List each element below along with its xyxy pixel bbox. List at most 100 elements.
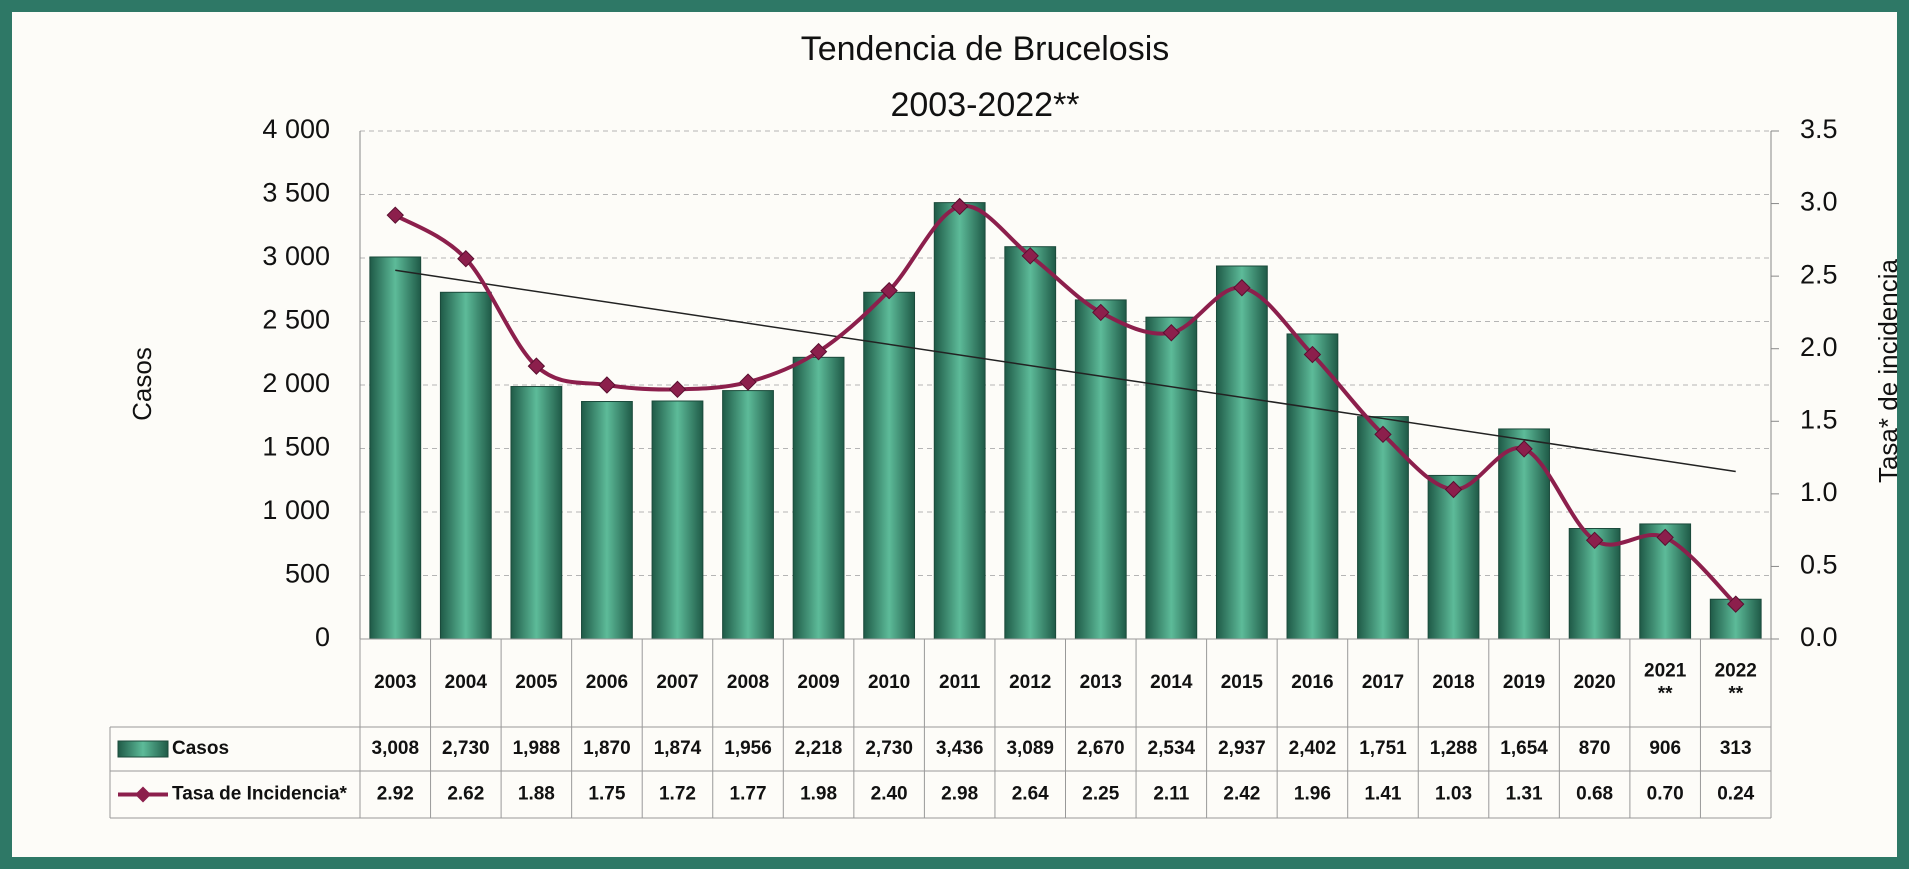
y-axis-title: Casos xyxy=(127,347,157,421)
x-tick-label: 2020 xyxy=(1573,672,1615,693)
x-tick-label: 2011 xyxy=(939,672,981,693)
y2-tick-label: 0.0 xyxy=(1800,622,1838,652)
x-tick-label: 2003 xyxy=(374,672,416,693)
data-label: 1.75 xyxy=(588,784,625,805)
marker xyxy=(669,381,685,397)
data-label: 2.25 xyxy=(1082,784,1119,805)
bar xyxy=(370,257,421,639)
bar xyxy=(793,357,844,639)
bar xyxy=(723,391,774,639)
data-label: 2.98 xyxy=(941,784,978,805)
bar xyxy=(1428,475,1479,639)
data-label: 2.40 xyxy=(871,784,908,805)
y2-axis-title: Tasa* de incidencia xyxy=(1873,258,1903,483)
data-label: 3,089 xyxy=(1006,738,1054,759)
x-tick-label: 2005 xyxy=(515,672,558,693)
data-label: 0.24 xyxy=(1717,784,1754,805)
bar xyxy=(1075,300,1126,639)
x-tick-label: 2013 xyxy=(1080,672,1122,693)
bar xyxy=(1287,334,1338,639)
y2-tick-label: 2.0 xyxy=(1800,332,1838,362)
data-label: 870 xyxy=(1579,738,1611,759)
y-tick-label: 2 500 xyxy=(262,305,330,335)
data-label: 2,730 xyxy=(865,738,913,759)
data-label: 1.88 xyxy=(518,784,555,805)
data-label: 0.70 xyxy=(1647,784,1684,805)
data-label: 1.98 xyxy=(800,784,837,805)
bar xyxy=(1499,429,1550,639)
x-tick-label: 2021** xyxy=(1644,661,1687,705)
data-label: 1,874 xyxy=(654,738,702,759)
data-label: 1,988 xyxy=(513,738,561,759)
chart-subtitle: 2003-2022** xyxy=(890,86,1079,124)
data-label: 2,534 xyxy=(1148,738,1196,759)
x-tick-label: 2017 xyxy=(1362,672,1404,693)
data-label: 2.92 xyxy=(377,784,414,805)
y2-tick-label: 2.5 xyxy=(1800,259,1838,289)
bar xyxy=(511,387,562,639)
y-tick-label: 500 xyxy=(285,559,330,589)
data-label: 2.64 xyxy=(1012,784,1049,805)
x-tick-label: 2007 xyxy=(656,672,698,693)
data-label: 3,008 xyxy=(372,738,420,759)
x-tick-label: 2004 xyxy=(445,672,488,693)
data-label: 0.68 xyxy=(1576,784,1613,805)
data-label: 1,654 xyxy=(1500,738,1548,759)
data-label: 1.72 xyxy=(659,784,696,805)
data-label: 2,730 xyxy=(442,738,490,759)
x-tick-label: 2014 xyxy=(1150,672,1193,693)
y2-tick-label: 1.0 xyxy=(1800,477,1838,507)
x-tick-label: 2015 xyxy=(1221,672,1264,693)
data-label: 3,436 xyxy=(936,738,984,759)
y-tick-label: 1 500 xyxy=(262,432,330,462)
data-label: 2,670 xyxy=(1077,738,1125,759)
chart: Tendencia de Brucelosis 2003-2022** Caso… xyxy=(0,0,1909,869)
marker xyxy=(740,374,756,390)
data-label: 1.77 xyxy=(730,784,767,805)
y-tick-label: 0 xyxy=(315,622,330,652)
y-tick-label: 3 000 xyxy=(262,241,330,271)
y2-tick-label: 0.5 xyxy=(1800,550,1838,580)
data-label: 1,751 xyxy=(1359,738,1407,759)
y-tick-label: 1 000 xyxy=(262,495,330,525)
y2-tick-label: 1.5 xyxy=(1800,404,1838,434)
y2-tick-label: 3.5 xyxy=(1800,114,1838,144)
x-tick-label: 2022** xyxy=(1715,661,1757,705)
x-tick-label: 2018 xyxy=(1432,672,1474,693)
data-label: 1,288 xyxy=(1430,738,1478,759)
marker xyxy=(599,377,615,393)
x-tick-label: 2008 xyxy=(727,672,769,693)
data-label: 1,870 xyxy=(583,738,631,759)
legend-label: Tasa de Incidencia* xyxy=(172,784,348,805)
marker xyxy=(387,207,403,223)
x-tick-label: 2009 xyxy=(797,672,839,693)
bar xyxy=(652,401,703,639)
data-label: 2,218 xyxy=(795,738,843,759)
y-tick-label: 4 000 xyxy=(262,114,330,144)
legend-marker xyxy=(135,787,151,803)
bar xyxy=(1146,317,1197,639)
x-tick-label: 2019 xyxy=(1503,672,1545,693)
data-label: 2.62 xyxy=(447,784,484,805)
chart-title: Tendencia de Brucelosis xyxy=(801,30,1170,68)
x-tick-label: 2006 xyxy=(586,672,628,693)
data-label: 2.42 xyxy=(1223,784,1260,805)
data-label: 1.96 xyxy=(1294,784,1331,805)
data-label: 1.31 xyxy=(1506,784,1543,805)
x-tick-label: 2010 xyxy=(868,672,910,693)
data-label: 2,402 xyxy=(1289,738,1337,759)
data-label: 1.03 xyxy=(1435,784,1472,805)
data-label: 313 xyxy=(1720,738,1752,759)
data-label: 2,937 xyxy=(1218,738,1266,759)
x-tick-label: 2012 xyxy=(1009,672,1051,693)
y2-tick-label: 3.0 xyxy=(1800,187,1838,217)
y-tick-label: 3 500 xyxy=(262,178,330,208)
bar xyxy=(934,203,985,639)
data-label: 1,956 xyxy=(724,738,772,759)
legend-label: Casos xyxy=(172,738,229,759)
bar xyxy=(1216,266,1267,639)
legend-swatch xyxy=(118,741,168,757)
bar xyxy=(1005,247,1056,639)
data-label: 906 xyxy=(1649,738,1681,759)
bar xyxy=(582,402,633,639)
